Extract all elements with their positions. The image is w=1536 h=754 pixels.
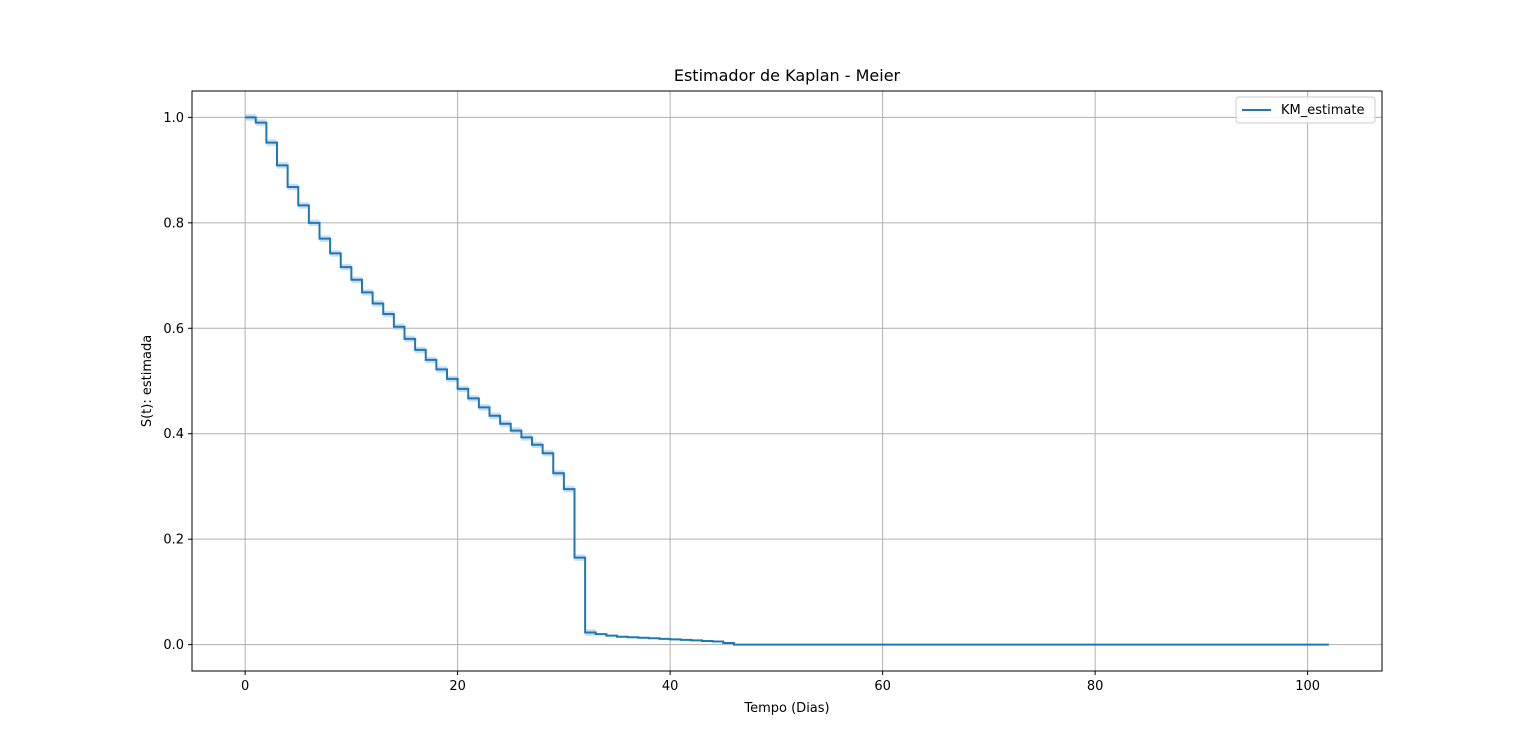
- y-tick-label: 0.8: [163, 216, 184, 231]
- x-tick-label: 0: [241, 679, 249, 694]
- y-tick-label: 0.0: [163, 638, 184, 653]
- x-axis-ticks: 0 20 40 60 80 100: [241, 671, 1320, 694]
- x-tick-label: 40: [662, 679, 679, 694]
- x-tick-label: 100: [1295, 679, 1320, 694]
- y-tick-label: 1.0: [163, 111, 184, 126]
- y-axis-ticks: 0.0 0.2 0.4 0.6 0.8 1.0: [163, 111, 192, 653]
- y-tick-label: 0.2: [163, 533, 184, 548]
- km-estimate-line: [245, 116, 1329, 646]
- series-layer: [245, 116, 1329, 646]
- y-tick-label: 0.6: [163, 322, 184, 337]
- y-tick-label: 0.4: [163, 427, 184, 442]
- x-tick-label: 60: [874, 679, 891, 694]
- x-tick-label: 80: [1087, 679, 1104, 694]
- legend-label-km-estimate: KM_estimate: [1281, 103, 1364, 118]
- legend: KM_estimate: [1235, 96, 1376, 124]
- legend-box: [1235, 96, 1376, 124]
- y-axis-title: S(t): estimada: [140, 335, 155, 427]
- plot-frame: [191, 90, 1383, 672]
- x-tick-label: 20: [449, 679, 466, 694]
- x-axis-title: Tempo (Dias): [743, 701, 829, 716]
- chart-title: Estimador de Kaplan - Meier: [674, 66, 901, 85]
